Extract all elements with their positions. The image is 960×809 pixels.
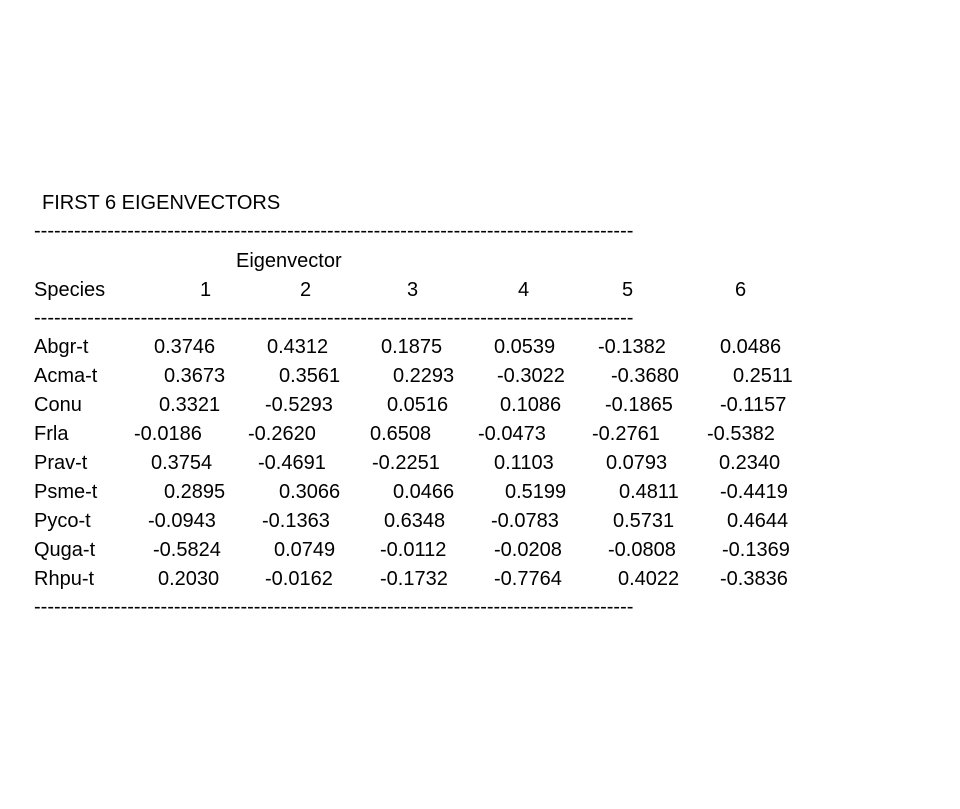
header-separator: ----------------------------------------… [34, 307, 634, 329]
table-cell: 0.2895 [164, 481, 226, 503]
table-row: Prav-t 0.3754 -0.4691 -0.2251 0.1103 0.0… [0, 450, 960, 477]
table-cell: -0.1382 [598, 336, 666, 358]
table-row: Pyco-t -0.0943 -0.1363 0.6348 -0.0783 0.… [0, 508, 960, 535]
table-cell: 0.3754 [151, 452, 213, 474]
table-cell: -0.0112 [380, 539, 447, 561]
bottom-separator: ----------------------------------------… [34, 596, 634, 618]
group-header-line: Eigenvector [0, 248, 960, 275]
table-cell: 0.0466 [393, 481, 455, 503]
table-cell: 0.2030 [158, 568, 220, 590]
table-cell: 0.1103 [494, 452, 554, 474]
column-header-1: 1 [200, 279, 212, 301]
species-name: Conu [34, 394, 82, 416]
table-cell: 0.3321 [159, 394, 221, 416]
column-header-6: 6 [735, 279, 747, 301]
table-cell: 0.5731 [613, 510, 675, 532]
table-row: Frla -0.0186 -0.2620 0.6508 -0.0473 -0.2… [0, 421, 960, 448]
column-header-5: 5 [622, 279, 634, 301]
table-cell: -0.3022 [497, 365, 565, 387]
table-cell: -0.3836 [720, 568, 788, 590]
table-cell: -0.0943 [148, 510, 216, 532]
table-cell: 0.3746 [154, 336, 216, 358]
species-name: Frla [34, 423, 69, 445]
table-cell: -0.0473 [478, 423, 546, 445]
table-cell: 0.4022 [618, 568, 680, 590]
table-cell: 0.0793 [606, 452, 668, 474]
column-header-row: Species 1 2 3 4 5 6 [0, 277, 960, 304]
table-cell: -0.0208 [494, 539, 562, 561]
table-cell: 0.6508 [370, 423, 432, 445]
table-row: Conu 0.3321 -0.5293 0.0516 0.1086 -0.186… [0, 392, 960, 419]
table-cell: -0.5293 [265, 394, 333, 416]
table-cell: -0.1732 [380, 568, 448, 590]
table-cell: 0.0539 [494, 336, 556, 358]
table-cell: -0.4691 [258, 452, 326, 474]
title-line: FIRST 6 EIGENVECTORS [0, 190, 960, 217]
table-cell: 0.3066 [279, 481, 341, 503]
table-cell: 0.6348 [384, 510, 446, 532]
top-separator: ----------------------------------------… [34, 220, 634, 242]
table-cell: 0.3673 [164, 365, 226, 387]
table-cell: -0.1363 [262, 510, 330, 532]
table-cell: -0.2251 [372, 452, 440, 474]
column-header-3: 3 [407, 279, 419, 301]
table-cell: 0.2511 [733, 365, 793, 387]
table-cell: -0.0808 [608, 539, 676, 561]
table-row: Abgr-t 0.3746 0.4312 0.1875 0.0539 -0.13… [0, 334, 960, 361]
species-name: Psme-t [34, 481, 98, 503]
table-cell: -0.0186 [134, 423, 202, 445]
table-row: Quga-t -0.5824 0.0749 -0.0112 -0.0208 -0… [0, 537, 960, 564]
species-name: Abgr-t [34, 336, 89, 358]
table-cell: -0.5382 [707, 423, 775, 445]
table-cell: 0.4644 [727, 510, 789, 532]
table-cell: 0.3561 [279, 365, 341, 387]
species-name: Quga-t [34, 539, 96, 561]
table-cell: -0.2620 [248, 423, 316, 445]
table-cell: -0.1865 [605, 394, 673, 416]
table-cell: -0.1369 [722, 539, 790, 561]
table-cell: 0.4312 [267, 336, 329, 358]
column-header-2: 2 [300, 279, 312, 301]
table-cell: 0.2340 [719, 452, 781, 474]
table-cell: 0.2293 [393, 365, 455, 387]
species-name: Prav-t [34, 452, 88, 474]
table-row: Acma-t 0.3673 0.3561 0.2293 -0.3022 -0.3… [0, 363, 960, 390]
table-cell: -0.0783 [491, 510, 559, 532]
table-cell: -0.7764 [494, 568, 562, 590]
species-column-header: Species [34, 279, 106, 301]
table-cell: 0.1086 [500, 394, 562, 416]
table-cell: 0.0486 [720, 336, 782, 358]
table-cell: 0.0749 [274, 539, 336, 561]
table-cell: 0.5199 [505, 481, 567, 503]
species-name: Acma-t [34, 365, 98, 387]
species-name: Pyco-t [34, 510, 91, 532]
table-row: Psme-t 0.2895 0.3066 0.0466 0.5199 0.481… [0, 479, 960, 506]
column-header-4: 4 [518, 279, 530, 301]
document-title: FIRST 6 EIGENVECTORS [42, 192, 281, 214]
table-cell: -0.5824 [153, 539, 221, 561]
table-cell: -0.3680 [611, 365, 679, 387]
table-cell: -0.0162 [265, 568, 333, 590]
species-name: Rhpu-t [34, 568, 95, 590]
table-cell: -0.4419 [720, 481, 788, 503]
table-cell: -0.2761 [592, 423, 660, 445]
eigenvector-document: FIRST 6 EIGENVECTORS -------------------… [0, 190, 960, 618]
table-row: Rhpu-t 0.2030 -0.0162 -0.1732 -0.7764 0.… [0, 566, 960, 593]
table-cell: 0.0516 [387, 394, 449, 416]
table-cell: -0.1157 [720, 394, 787, 416]
table-cell: 0.1875 [381, 336, 443, 358]
eigenvector-group-header: Eigenvector [236, 250, 342, 272]
table-cell: 0.4811 [619, 481, 679, 503]
